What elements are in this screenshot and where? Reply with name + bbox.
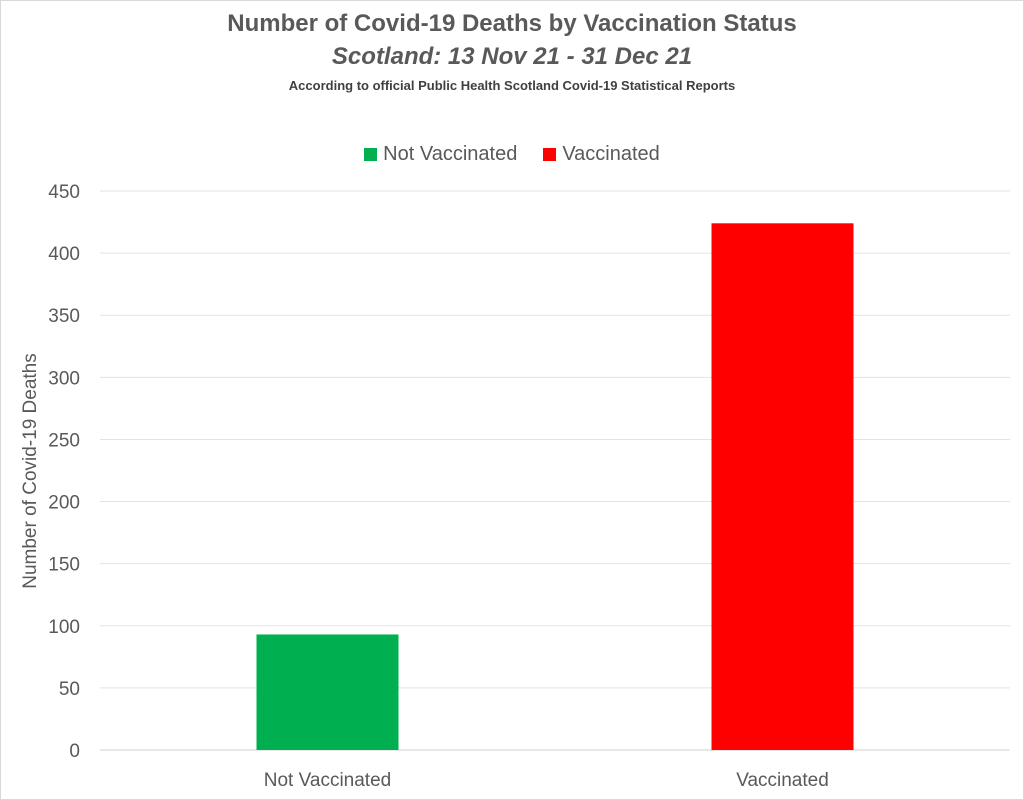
chart-subtitle: Scotland: 13 Nov 21 - 31 Dec 21 bbox=[331, 43, 693, 70]
y-tick-label-300: 300 bbox=[48, 368, 80, 389]
y-tick-labels: 0 50 100 150 200 250 300 350 400 450 bbox=[48, 182, 80, 762]
y-axis-title: Number of Covid-19 Deaths bbox=[20, 353, 41, 589]
chart-note: According to official Public Health Scot… bbox=[288, 78, 736, 93]
y-tick-label-50: 50 bbox=[59, 679, 80, 700]
legend-item-not-vaccinated: Not Vaccinated bbox=[364, 143, 517, 166]
y-tick-label-0: 0 bbox=[69, 741, 80, 762]
legend-label-vaccinated: Vaccinated bbox=[562, 143, 660, 165]
chart-title: Number of Covid-19 Deaths by Vaccination… bbox=[227, 10, 797, 37]
legend-item-vaccinated: Vaccinated bbox=[543, 143, 660, 166]
x-tick-label-vaccinated: Vaccinated bbox=[736, 770, 829, 791]
legend-swatch-vaccinated bbox=[543, 148, 557, 161]
y-tick-label-350: 350 bbox=[48, 306, 80, 327]
bar-not-vaccinated bbox=[256, 634, 399, 750]
x-tick-labels: Not Vaccinated Vaccinated bbox=[264, 770, 829, 791]
bars bbox=[256, 223, 854, 750]
legend: Not Vaccinated Vaccinated bbox=[0, 143, 1024, 166]
y-tick-label-450: 450 bbox=[48, 182, 80, 203]
y-tick-label-200: 200 bbox=[48, 493, 80, 514]
legend-label-not-vaccinated: Not Vaccinated bbox=[383, 143, 518, 165]
y-tick-label-100: 100 bbox=[48, 617, 80, 638]
y-tick-label-400: 400 bbox=[48, 244, 80, 265]
y-tick-label-250: 250 bbox=[48, 430, 80, 451]
x-tick-label-not-vaccinated: Not Vaccinated bbox=[264, 770, 391, 791]
y-tick-label-150: 150 bbox=[48, 555, 80, 576]
legend-swatch-not-vaccinated bbox=[364, 148, 378, 161]
gridlines bbox=[100, 190, 1010, 751]
bar-vaccinated bbox=[711, 223, 854, 750]
